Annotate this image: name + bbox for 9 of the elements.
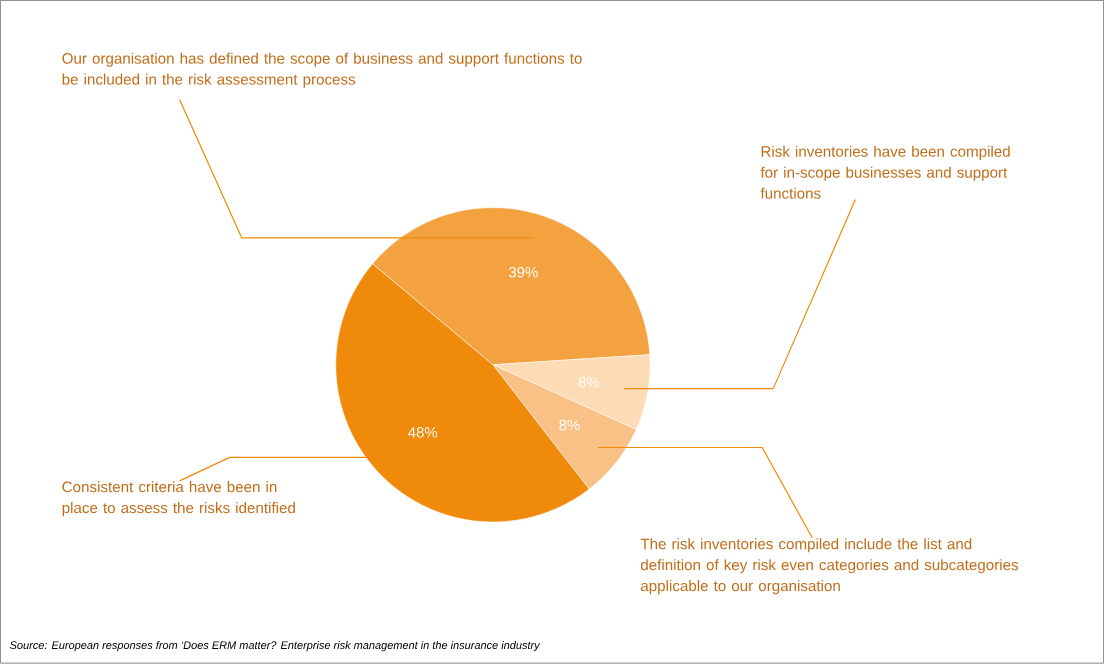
slice-label: Our organisation has defined the scope of business and support functions to be included in the risk assessment process — [62, 52, 582, 88]
data-label: 39% — [508, 267, 538, 278]
data-label: 48% — [408, 427, 438, 438]
data-label: 8% — [559, 420, 580, 431]
data-label: 8% — [578, 377, 600, 388]
slice-label: Risk inventories have been compiled for in-scope businesses and support functions — [760, 145, 1010, 199]
slice-label: The risk inventories compiled include the list and definition of key risk even categories and subcategories applicable to our organisation — [640, 538, 1019, 595]
slice-label: Consistent criteria have been in place to assess the risks identified — [62, 481, 295, 517]
source-note: Source: European responses from ‘Does ERM matter? Enterprise risk management in the insurance industry — [9, 641, 541, 652]
